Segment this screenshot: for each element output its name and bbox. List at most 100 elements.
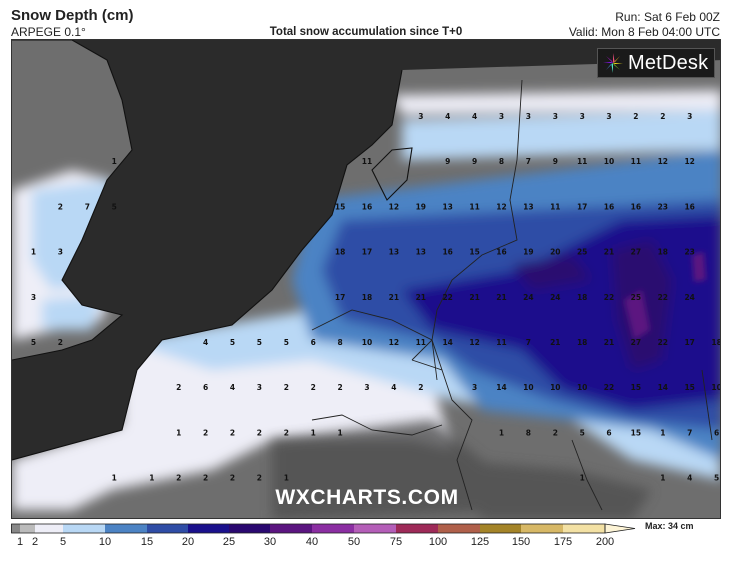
value-label: 2 — [257, 428, 262, 437]
colorbar-segment — [35, 524, 63, 533]
value-label: 4 — [445, 112, 450, 121]
colorbar-tick-label: 25 — [222, 536, 236, 548]
value-label: 16 — [442, 248, 452, 257]
value-label: 22 — [658, 338, 668, 347]
value-label: 6 — [606, 428, 611, 437]
value-label: 1 — [499, 428, 504, 437]
value-label: 7 — [526, 338, 531, 347]
value-label: 21 — [496, 293, 506, 302]
value-label: 10 — [604, 157, 614, 166]
colorbar-tick-label: 10 — [98, 536, 112, 548]
value-label: 4 — [203, 338, 208, 347]
colorbar-segment — [105, 524, 147, 533]
colorbar-segment — [229, 524, 270, 533]
run-time: Run: Sat 6 Feb 00Z — [615, 10, 720, 24]
value-label: 1 — [112, 157, 117, 166]
value-label: 10 — [577, 383, 587, 392]
value-label: 9 — [553, 157, 558, 166]
value-label: 3 — [580, 112, 585, 121]
value-label: 2 — [553, 428, 558, 437]
value-label: 3 — [526, 112, 531, 121]
value-label: 12 — [389, 338, 399, 347]
value-label: 3 — [472, 383, 477, 392]
colorbar-segment — [438, 524, 480, 533]
snow-layer-30-40cm — [624, 252, 706, 340]
value-label: 12 — [658, 157, 668, 166]
value-label: 21 — [604, 338, 614, 347]
valid-time: Valid: Mon 8 Feb 04:00 UTC — [568, 25, 720, 39]
value-label: 5 — [257, 338, 262, 347]
map-canvas: 3 4 4 3 3 3 3 3 2 2 31 11 9 9 8 7 9 11 10 11 12 122 7 5 15 16 12 19… — [12, 40, 721, 518]
map-subtitle: Total snow accumulation since T+0 — [269, 26, 463, 38]
value-label: 13 — [416, 248, 426, 257]
value-label: 22 — [604, 293, 614, 302]
value-label: 13 — [389, 248, 399, 257]
colorbar-segment — [11, 524, 20, 533]
value-label: 15 — [684, 383, 694, 392]
colorbar-tick-label: 1 — [16, 536, 24, 548]
value-label: 8 — [526, 428, 531, 437]
value-label: 18 — [577, 338, 587, 347]
value-label: 5 — [284, 338, 289, 347]
colorbar-frame — [11, 523, 606, 534]
value-label: 25 — [631, 293, 641, 302]
value-label: 2 — [230, 474, 235, 483]
value-label: 7 — [85, 202, 90, 211]
value-label: 11 — [469, 202, 479, 211]
value-label: 12 — [496, 202, 506, 211]
value-label: 11 — [362, 157, 372, 166]
value-label: 3 — [31, 293, 36, 302]
max-label: Max: 34 cm — [645, 521, 694, 531]
colorbar-tick-label: 175 — [553, 536, 573, 548]
colorbar-tick-label: 20 — [181, 536, 195, 548]
colorbar-tick-label: 15 — [140, 536, 154, 548]
value-label: 16 — [684, 202, 694, 211]
value-label: 19 — [416, 202, 426, 211]
value-label: 27 — [631, 338, 641, 347]
value-label: 17 — [362, 248, 372, 257]
colorbar-segment — [480, 524, 521, 533]
value-label: 14 — [496, 383, 506, 392]
colorbar-segment — [147, 524, 188, 533]
value-label: 18 — [658, 248, 668, 257]
value-label: 1 — [284, 474, 289, 483]
value-label: 18 — [335, 248, 345, 257]
value-label: 2 — [257, 474, 262, 483]
value-label: 17 — [577, 202, 587, 211]
value-label: 21 — [604, 248, 614, 257]
value-label: 10 — [362, 338, 372, 347]
value-label: 2 — [58, 202, 63, 211]
value-label: 19 — [523, 248, 533, 257]
value-label: 11 — [631, 157, 641, 166]
value-label: 22 — [658, 293, 668, 302]
value-label: 2 — [176, 474, 181, 483]
value-label: 16 — [631, 202, 641, 211]
value-label: 3 — [364, 383, 369, 392]
value-label: 5 — [112, 202, 117, 211]
value-label: 13 — [523, 202, 533, 211]
value-label: 18 — [711, 338, 721, 347]
colorbar-segment — [354, 524, 396, 533]
value-label: 23 — [684, 248, 694, 257]
logo-text: MetDesk — [628, 51, 709, 74]
value-label: 2 — [284, 383, 289, 392]
color-legend: 1 2 5 10 15 20 25 30 40 50 75 100 125 150 175 200 Max: … — [11, 521, 721, 561]
value-label: 2 — [311, 383, 316, 392]
value-label: 22 — [442, 293, 452, 302]
colorbar-tick-label: 50 — [347, 536, 361, 548]
watermark: WXCHARTS.COM — [275, 486, 459, 509]
colorbar-tick-label: 100 — [428, 536, 448, 548]
value-label: 10 — [523, 383, 533, 392]
value-label: 14 — [442, 338, 452, 347]
value-label: 2 — [230, 428, 235, 437]
snow-layer-2-5cm — [12, 90, 720, 510]
value-label: 2 — [176, 383, 181, 392]
value-label: 21 — [469, 293, 479, 302]
colorbar-tick-label: 30 — [263, 536, 277, 548]
value-label: 21 — [416, 293, 426, 302]
value-label: 20 — [550, 248, 560, 257]
colorbar — [11, 523, 636, 534]
model-label: ARPEGE 0.1° — [11, 25, 86, 39]
value-label: 16 — [604, 202, 614, 211]
value-label: 1 — [337, 428, 342, 437]
